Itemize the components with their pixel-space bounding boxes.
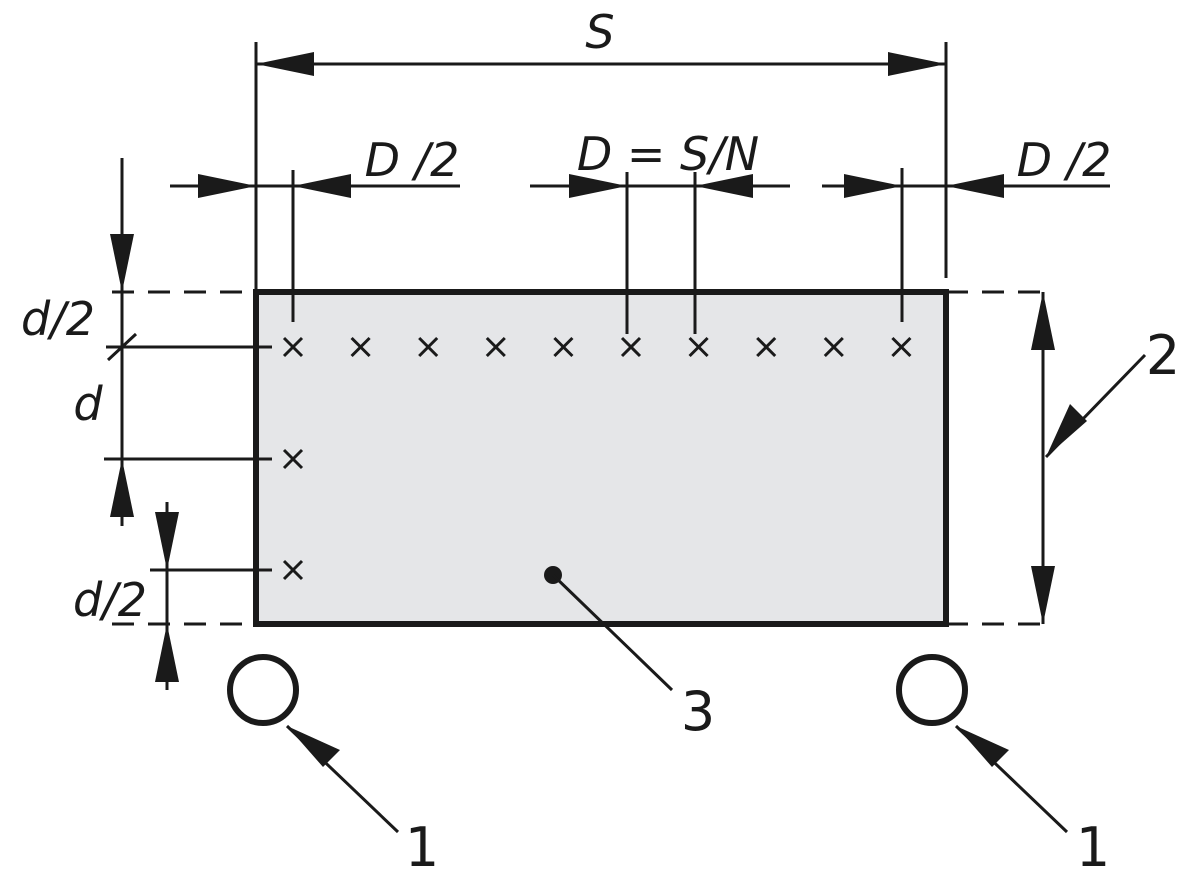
roller-right: 1: [896, 654, 1110, 879]
arrow-left-icon: [695, 174, 753, 198]
measurement-point-cross: [756, 336, 777, 358]
arrow-left-icon: [946, 174, 1004, 198]
arrow-up-icon: [110, 459, 134, 517]
measurement-point-cross: [553, 336, 574, 358]
measurement-point-cross: [620, 336, 642, 358]
arrow-down-icon: [110, 234, 134, 292]
dimension-d-half-left: D /2: [170, 133, 460, 322]
arrow-right-icon: [569, 174, 627, 198]
measurement-point-cross: [282, 336, 304, 358]
roller-circle-left: [227, 654, 299, 726]
label-d-half-left: D /2: [365, 133, 460, 187]
measurement-point-cross: [282, 448, 304, 470]
callout-number-2: 2: [1146, 324, 1180, 387]
roller-left: 1: [227, 654, 439, 879]
roller-circle-right: [896, 654, 968, 726]
dimension-height: [1031, 292, 1055, 624]
arrow-right-icon: [888, 52, 946, 76]
sheet-rectangle: [253, 289, 949, 627]
callout-number-3: 3: [681, 680, 715, 743]
arrow-right-icon: [198, 174, 256, 198]
label-d: d: [73, 377, 103, 431]
arrow-icon: [956, 726, 1009, 767]
dimension-d-half-right: D /2: [822, 133, 1111, 322]
measurement-points: [282, 336, 912, 581]
label-pitch: D = S/N: [577, 127, 759, 181]
measurement-point-cross: [282, 559, 304, 581]
callout-number-1-right: 1: [1076, 816, 1110, 879]
dimension-vertical-top: d/2 d: [21, 158, 272, 526]
arrow-left-icon: [293, 174, 351, 198]
label-d-half-bottom: d/2: [73, 573, 147, 627]
measurement-point-cross: [418, 336, 439, 358]
leader-line-3: [551, 573, 674, 692]
measurement-point-cross: [688, 336, 709, 358]
callout-3: 3: [544, 566, 715, 743]
label-s: S: [585, 5, 614, 59]
arrow-right-icon: [844, 174, 902, 198]
measurement-point-cross: [350, 336, 371, 358]
arrow-up-icon: [155, 624, 179, 682]
callout-2: 2: [1044, 324, 1180, 459]
arrow-left-icon: [256, 52, 314, 76]
measurement-point-cross: [823, 336, 844, 358]
label-d-half-top: d/2: [21, 292, 95, 346]
dimension-s: S: [254, 5, 948, 292]
arrow-icon: [1046, 404, 1087, 457]
dimension-vertical-bottom: d/2: [73, 502, 272, 690]
arrow-down-icon: [155, 512, 179, 570]
arrow-down-icon: [1031, 566, 1055, 624]
label-d-half-right: D /2: [1017, 133, 1112, 187]
measurement-point-cross: [891, 336, 912, 358]
measurement-point-cross: [485, 336, 506, 358]
dimension-pitch: D = S/N: [530, 127, 790, 334]
arrow-icon: [287, 726, 340, 767]
arrow-up-icon: [1031, 292, 1055, 350]
callout-number-1-left: 1: [405, 816, 439, 879]
